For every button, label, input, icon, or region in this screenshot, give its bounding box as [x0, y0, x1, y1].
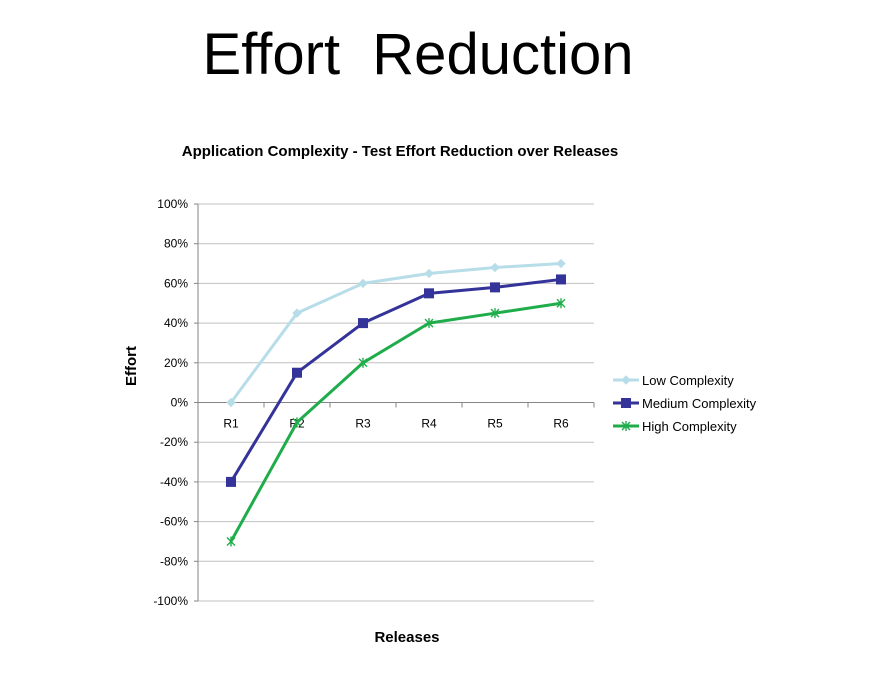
x-axis-title: Releases: [374, 629, 439, 646]
data-point: [556, 258, 566, 269]
x-tick-label: R1: [223, 417, 239, 431]
x-tick-label: R4: [421, 417, 437, 431]
series-low: [226, 258, 566, 408]
y-tick-label: -60%: [160, 515, 188, 529]
legend: Low Complexity Medium Complexity High Comp…: [613, 373, 757, 434]
data-point: [621, 421, 631, 431]
data-point: [358, 318, 368, 329]
y-tick-label: 80%: [164, 237, 188, 251]
y-tick-label: -40%: [160, 475, 188, 489]
data-point: [621, 375, 631, 385]
legend-label: Low Complexity: [642, 373, 734, 388]
data-point: [292, 417, 302, 428]
y-tick-label: -20%: [160, 435, 188, 449]
legend-label: Medium Complexity: [642, 396, 757, 411]
y-tick-label: 60%: [164, 276, 188, 290]
y-tick-label: 100%: [157, 197, 188, 211]
data-point: [424, 288, 434, 299]
x-tick-label: R3: [355, 417, 371, 431]
data-point: [490, 282, 500, 293]
legend-item-low: Low Complexity: [613, 373, 734, 388]
data-point: [556, 298, 566, 309]
legend-item-high: High Complexity: [613, 419, 737, 434]
data-point: [424, 268, 434, 279]
series-line: [229, 277, 562, 483]
data-point: [556, 274, 566, 285]
data-point: [226, 536, 236, 547]
y-tick-label: 0%: [171, 396, 189, 410]
x-tick-label: R6: [553, 417, 569, 431]
chart-title: Application Complexity - Test Effort Red…: [182, 143, 618, 160]
data-point: [358, 278, 368, 289]
y-tick-label: 40%: [164, 316, 188, 330]
series-high: [226, 298, 566, 547]
y-tick-label: -100%: [153, 594, 188, 608]
data-point: [424, 318, 434, 329]
data-point: [292, 308, 302, 318]
series-medium: [226, 274, 566, 487]
x-tick-label: R5: [487, 417, 503, 431]
legend-item-medium: Medium Complexity: [613, 396, 757, 411]
y-axis-title: Effort: [123, 346, 140, 386]
data-point: [621, 398, 631, 408]
series-line: [229, 301, 562, 543]
series-line: [229, 262, 562, 404]
legend-label: High Complexity: [642, 419, 737, 434]
data-point: [358, 357, 368, 368]
data-point: [490, 262, 500, 273]
data-point: [490, 308, 500, 319]
data-point: [226, 476, 236, 487]
y-tick-label: 20%: [164, 356, 188, 370]
y-tick-label: -80%: [160, 554, 188, 568]
axes: [194, 203, 595, 602]
y-tick-labels: 100% 80% 60% 40% 20% 0% -20% -40% -60% -80% -100%: [153, 197, 188, 608]
slide-title: Effort Reduction: [202, 22, 634, 87]
x-tick-labels: R1R2R3R4R5R6: [223, 417, 569, 431]
data-point: [292, 367, 302, 378]
data-point: [226, 397, 236, 408]
series-lines: [226, 258, 566, 547]
